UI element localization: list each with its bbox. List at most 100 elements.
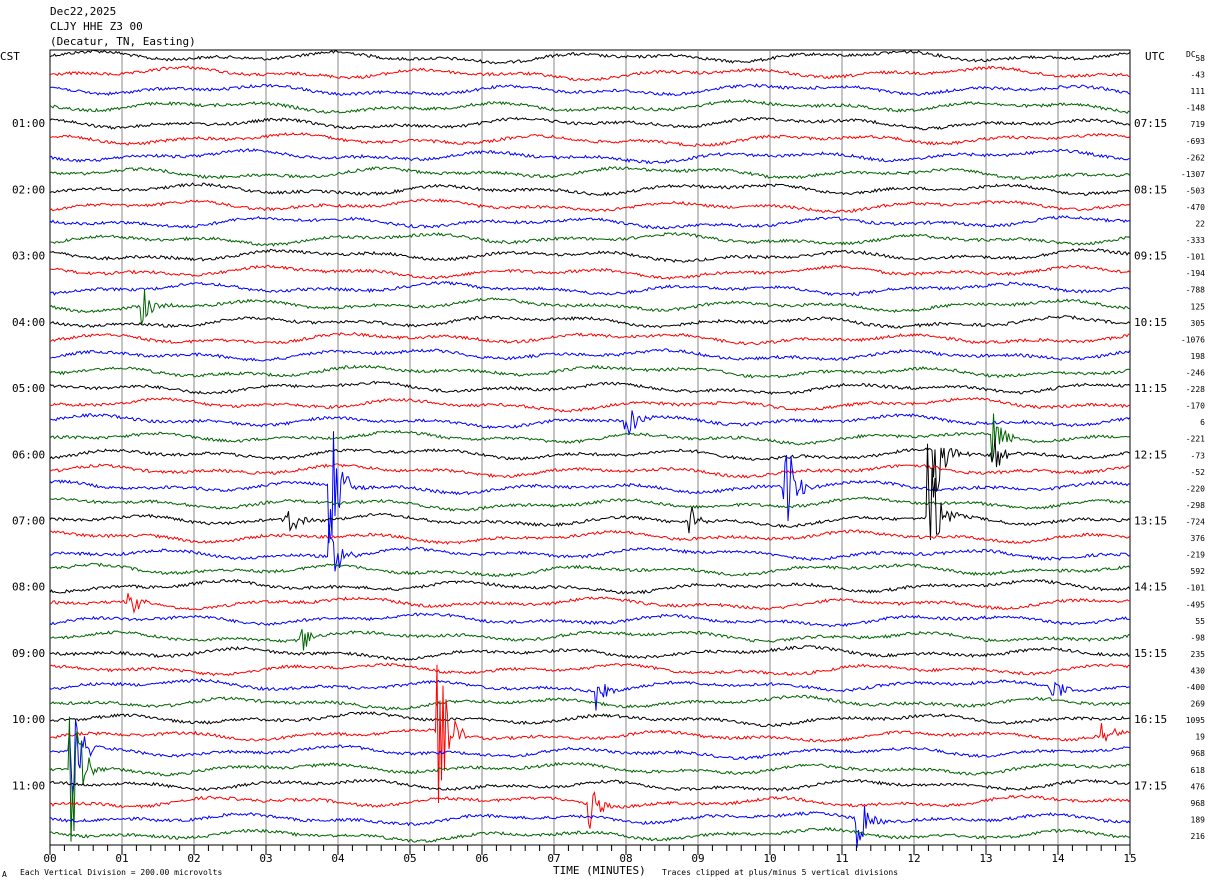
left-time-label: 09:00 [12,647,45,660]
trace-line [49,65,1131,82]
trace-line [49,264,1131,281]
trace-line [49,790,1131,829]
dc-offset-label: -693 [1186,137,1205,146]
left-axis-label: CST [0,50,20,63]
dc-offset-label: -503 [1186,186,1205,195]
right-time-label: 07:15 [1134,117,1167,130]
dc-offset-label: -98 [1191,633,1206,642]
left-time-label: 10:00 [12,713,45,726]
dc-offset-label: 376 [1191,534,1206,543]
trace-line [49,413,1131,461]
x-tick-label: 02 [187,852,200,865]
x-tick-label: 14 [1051,852,1065,865]
dc-offset-label: -101 [1186,584,1205,593]
left-time-label: 04:00 [12,316,45,329]
right-time-label: 16:15 [1134,713,1167,726]
trace-line [49,805,1131,848]
trace-line [49,664,1131,804]
trace-line [49,289,1131,325]
dc-offset-label: 22 [1195,220,1205,229]
x-axis: 00 01 02 03 04 05 06 07 08 09 10 11 12 13 14 15 [43,845,1137,865]
trace-line [49,315,1131,329]
trace-line [49,678,1131,711]
dc-offset-label: -220 [1186,484,1205,493]
trace-line [49,629,1131,651]
right-time-label: 13:15 [1134,514,1167,527]
dc-offset-label: 235 [1191,650,1206,659]
dc-offset-label: 592 [1191,567,1206,576]
trace-line [49,496,1131,512]
trace-line [49,662,1131,677]
right-time-label: 12:15 [1134,448,1167,461]
trace-line [49,396,1131,413]
trace-line [49,562,1131,578]
trace-line [49,380,1131,395]
x-tick-label: 08 [619,852,632,865]
dc-offset-label: 618 [1191,766,1206,775]
left-time-label: 01:00 [12,117,45,130]
dc-offset-label: -788 [1186,286,1205,295]
trace-line [49,232,1131,247]
left-time-label: 11:00 [12,779,45,792]
dc-offset-label: -262 [1186,153,1205,162]
left-time-label: 05:00 [12,382,45,395]
dc-offset-label: 968 [1191,749,1206,758]
trace-line [50,719,1131,800]
dc-offset-label: -221 [1186,435,1205,444]
trace-line [49,438,1131,492]
right-time-label: 14:15 [1134,581,1167,594]
left-time-label: 03:00 [12,250,45,263]
dc-offset-label: -228 [1186,385,1205,394]
dc-offset-label: 269 [1191,700,1206,709]
dc-offset-label: -43 [1191,71,1206,80]
right-time-label: 15:15 [1134,647,1167,660]
left-time-label: 02:00 [12,183,45,196]
dc-offset-label: -298 [1186,501,1205,510]
trace-line [49,166,1131,180]
dc-offset-label: 111 [1191,87,1206,96]
x-tick-label: 15 [1123,852,1136,865]
dc-offset-label: 189 [1191,815,1206,824]
trace-line [49,593,1131,615]
right-time-label: 10:15 [1134,316,1167,329]
dc-offset-label: -495 [1186,600,1205,609]
dc-offset-label: -1307 [1181,170,1205,179]
trace-line [49,716,1131,842]
trace-line [49,331,1130,346]
trace-line [49,182,1131,197]
right-time-label: 11:15 [1134,382,1167,395]
x-tick-label: 04 [331,852,345,865]
trace-line [49,612,1131,628]
trace-line [49,280,1131,297]
trace-line [49,645,1131,661]
right-time-label: 17:15 [1134,779,1167,792]
dc-offset-label: -724 [1186,517,1205,526]
scale-note: Each Vertical Division = 200.00 microvol… [20,868,222,877]
trace-line [49,148,1131,165]
dc-offset-label: -73 [1191,451,1206,460]
x-tick-label: 09 [691,852,704,865]
trace-line [49,443,1131,541]
trace-line [49,132,1131,147]
dc-offset-label: 305 [1191,319,1206,328]
dc-offset-label: -148 [1186,104,1205,113]
dc-label: DC [1186,50,1196,59]
dc-offset-label: -400 [1186,683,1205,692]
header-location: (Decatur, TN, Easting) [50,35,196,48]
left-time-label: 06:00 [12,448,45,461]
trace-line [49,197,1131,214]
dc-offset-label: 58 [1195,54,1205,63]
right-time-label: 08:15 [1134,183,1167,196]
left-time-label: 08:00 [12,581,45,594]
dc-offset-label: 1095 [1186,716,1205,725]
time-labels: 58 -43 111 -148 719 -693 -262 -1307 -503 -470 22 -3… [12,54,1205,841]
dc-offset-label: 198 [1191,352,1206,361]
right-time-label: 09:15 [1134,250,1167,263]
trace-line [49,49,1131,65]
dc-offset-label: -333 [1186,236,1205,245]
dc-offset-label: 719 [1191,120,1206,129]
x-tick-label: 13 [979,852,992,865]
x-tick-label: 06 [475,852,488,865]
trace-line [49,410,1131,436]
